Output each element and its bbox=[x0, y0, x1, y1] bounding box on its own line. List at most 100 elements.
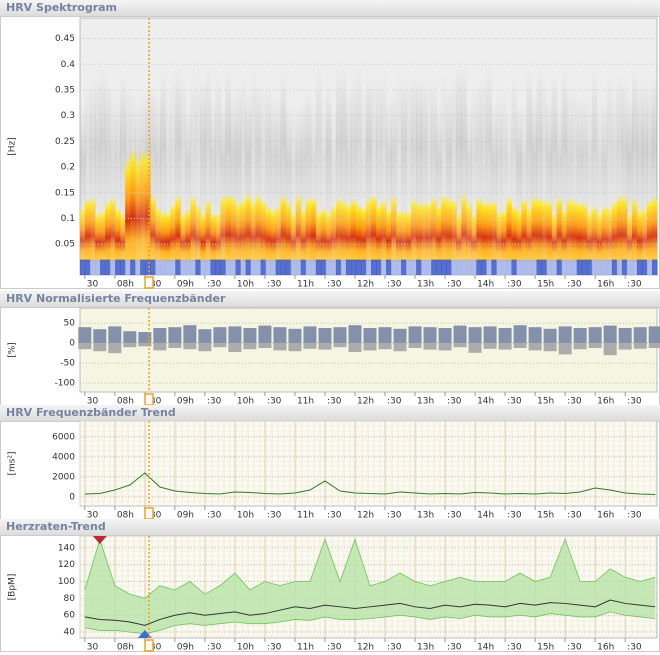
x-tick-label: 10h bbox=[237, 397, 254, 407]
heatmap-texture bbox=[125, 259, 131, 275]
heatmap-texture bbox=[496, 210, 502, 263]
hr-mean-line bbox=[84, 599, 656, 626]
heatmap-texture bbox=[456, 259, 462, 275]
heatmap-texture bbox=[611, 87, 618, 219]
heatmap-texture bbox=[591, 69, 598, 219]
x-tick-label: :30 bbox=[207, 511, 222, 521]
heatmap-texture bbox=[255, 82, 262, 219]
heatmap-texture bbox=[110, 90, 116, 219]
heatmap-texture bbox=[310, 196, 317, 263]
x-tick-label: :30 bbox=[567, 280, 582, 290]
heatmap-texture bbox=[85, 259, 91, 275]
heatmap-texture bbox=[536, 196, 543, 263]
bar bbox=[183, 343, 197, 350]
heatmap-texture bbox=[170, 203, 176, 263]
panel-title: HRV Normalisierte Frequenzbänder bbox=[6, 292, 226, 305]
heatmap-texture bbox=[636, 209, 643, 263]
heatmap-texture bbox=[245, 259, 252, 275]
x-tick-label: 14h bbox=[477, 280, 494, 290]
x-tick-label: 15h bbox=[537, 280, 554, 290]
heatmap-texture bbox=[531, 94, 538, 219]
heatmap-texture bbox=[581, 92, 588, 219]
bar bbox=[288, 343, 302, 352]
bar bbox=[573, 328, 587, 344]
heatmap-texture bbox=[320, 259, 327, 275]
heatmap-texture bbox=[95, 259, 101, 275]
x-tick-label: 13h bbox=[417, 280, 434, 290]
heatmap-texture bbox=[265, 205, 272, 263]
heatmap-texture bbox=[175, 259, 181, 275]
heatmap-texture bbox=[215, 76, 221, 219]
heatmap-texture bbox=[235, 88, 242, 219]
heatmap-texture bbox=[446, 197, 452, 263]
bar bbox=[108, 343, 122, 354]
heatmap-texture bbox=[586, 98, 593, 219]
cursor-handle bbox=[144, 393, 154, 406]
y-tick-label: -50 bbox=[60, 359, 75, 369]
x-tick-label: 09h bbox=[177, 280, 194, 290]
heatmap-texture bbox=[501, 90, 507, 219]
heatmap-texture bbox=[120, 212, 126, 263]
heatmap-texture bbox=[265, 259, 272, 275]
x-tick-label: :30 bbox=[327, 280, 342, 290]
heatmap-texture bbox=[90, 259, 96, 275]
y-tick-label: 120 bbox=[58, 560, 75, 570]
y-axis-label: [ms²] bbox=[8, 451, 18, 475]
heatmap-texture bbox=[401, 259, 407, 275]
x-tick-label: 11h bbox=[297, 643, 314, 653]
heatmap-texture bbox=[330, 259, 337, 275]
x-tick-label: :30 bbox=[387, 511, 402, 521]
x-tick-label: 14h bbox=[477, 397, 494, 407]
heatmap-texture bbox=[641, 259, 648, 275]
heatmap-texture bbox=[591, 259, 598, 275]
x-tick-label: :30 bbox=[327, 643, 342, 653]
heatmap-texture bbox=[376, 76, 382, 219]
heatmap-texture bbox=[135, 156, 141, 263]
heatmap-texture bbox=[210, 212, 216, 263]
heatmap-texture bbox=[360, 90, 367, 219]
x-tick-label: :30 bbox=[447, 643, 462, 653]
heatmap-texture bbox=[250, 200, 257, 263]
x-tick-label: 10h bbox=[237, 280, 254, 290]
heatmap-texture bbox=[125, 84, 131, 219]
heatmap-texture bbox=[280, 194, 287, 263]
heatmap-texture bbox=[280, 259, 287, 275]
heatmap-texture bbox=[641, 81, 648, 219]
heatmap-texture bbox=[621, 259, 628, 275]
x-tick-label: 12h bbox=[357, 511, 374, 521]
heatmap-texture bbox=[511, 259, 518, 275]
heatmap-texture bbox=[441, 72, 447, 219]
heatmap-texture bbox=[255, 193, 262, 263]
heatmap-texture bbox=[606, 207, 613, 263]
x-tick-label: :30 bbox=[567, 643, 582, 653]
bar bbox=[153, 343, 167, 351]
heatmap-texture bbox=[471, 259, 477, 275]
heatmap-texture bbox=[340, 199, 347, 263]
heatmap-texture bbox=[521, 197, 528, 263]
heatmap-texture bbox=[471, 85, 477, 219]
x-tick-label: 10h bbox=[237, 643, 254, 653]
x-tick-label: 30 bbox=[87, 643, 99, 653]
bar bbox=[618, 343, 632, 350]
x-tick-label: 08h bbox=[117, 397, 134, 407]
heatmap-texture bbox=[225, 259, 232, 275]
x-tick-label: :30 bbox=[327, 397, 342, 407]
heatmap-texture bbox=[275, 204, 282, 263]
heatmap-texture bbox=[220, 100, 227, 219]
bar bbox=[303, 343, 317, 349]
panel-title: Herzraten-Trend bbox=[6, 520, 106, 533]
heatmap-texture bbox=[225, 69, 232, 219]
heatmap-texture bbox=[150, 259, 156, 275]
heatmap-texture bbox=[386, 208, 392, 263]
heatmap-texture bbox=[606, 70, 613, 219]
heatmap-texture bbox=[350, 198, 357, 263]
heatmap-texture bbox=[496, 259, 502, 275]
x-tick-label: 13h bbox=[417, 397, 434, 407]
y-tick-label: 0.25 bbox=[55, 137, 75, 147]
x-tick-label: 08h bbox=[117, 280, 134, 290]
heatmap-texture bbox=[626, 259, 633, 275]
x-tick-label: :30 bbox=[507, 280, 522, 290]
heatmap-texture bbox=[406, 210, 412, 263]
y-tick-label: 0.3 bbox=[61, 111, 75, 121]
